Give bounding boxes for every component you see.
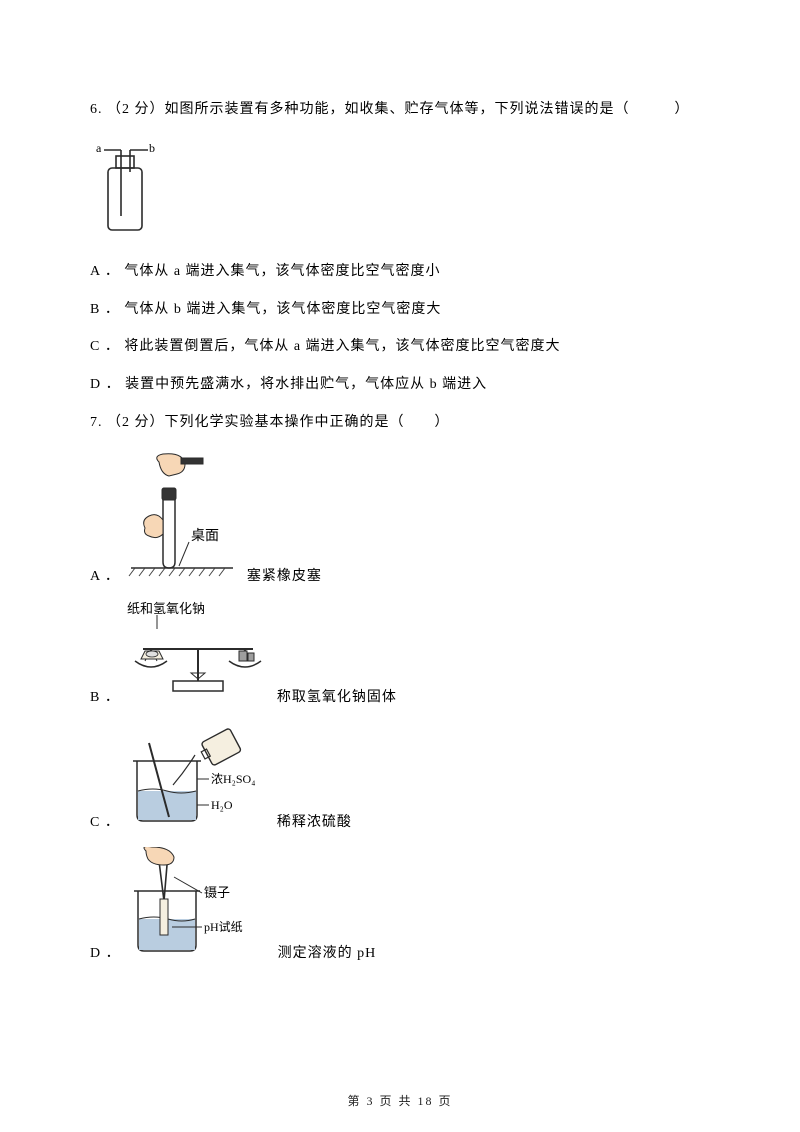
q7-c-acid-label: 浓H₂SO₄ [211,772,255,786]
q7-c-water-label: H₂O [211,798,233,812]
q7-option-c-row: C ． 浓H₂SO₄ H₂O 稀释浓硫酸 [90,721,710,833]
q7-b-figure: 纸和氢氧化钠 [123,601,273,708]
q7-a-letter: A ． [90,567,120,587]
q6-option-c: C ． 将此装置倒置后，气体从 a 端进入集气，该气体密度比空气密度大 [90,337,710,357]
q7-a-caption: 塞紧橡皮塞 [247,567,322,587]
q7-option-a-row: A ． 桌面 塞紧橡皮塞 [90,450,710,587]
q6-option-b: B ． 气体从 b 端进入集气，该气体密度比空气密度大 [90,300,710,320]
q7-c-letter: C ． [90,813,120,833]
question-7-stem: 7. （2 分）下列化学实验基本操作中正确的是（ ） [90,413,710,433]
question-6-stem: 6. （2 分）如图所示装置有多种功能，如收集、贮存气体等，下列说法错误的是（ … [90,100,710,120]
q7-b-paper-label: 纸和氢氧化钠 [127,601,205,616]
q7-d-paper-label: pH试纸 [204,919,243,934]
q7-d-figure: 镊子 pH试纸 [124,847,274,964]
q7-option-d-row: D ． 镊子 pH试纸 测定溶液的 pH [90,847,710,964]
q7-a-figure: 桌面 [123,450,243,587]
q6-option-d: D ． 装置中预先盛满水，将水排出贮气，气体应从 b 端进入 [90,375,710,395]
q7-a-desk-label: 桌面 [191,528,219,544]
q7-d-tweezer-label: 镊子 [204,885,230,900]
q7-b-letter: B ． [90,688,120,708]
label-b: b [149,141,155,155]
gas-bottle-icon: a b [90,138,160,238]
page-footer: 第 3 页 共 18 页 [0,1093,800,1110]
q7-c-caption: 稀释浓硫酸 [277,813,352,833]
label-a: a [96,141,102,155]
q7-option-b-row: B ． 纸和氢氧化钠 称取氢氧化钠固体 [90,601,710,708]
q6-option-a: A ． 气体从 a 端进入集气，该气体密度比空气密度小 [90,262,710,282]
q7-d-letter: D ． [90,944,121,964]
q7-b-caption: 称取氢氧化钠固体 [277,688,397,708]
q7-d-caption: 测定溶液的 pH [278,944,377,964]
q6-bottle-figure: a b [90,138,710,245]
q7-c-figure: 浓H₂SO₄ H₂O [123,721,273,833]
